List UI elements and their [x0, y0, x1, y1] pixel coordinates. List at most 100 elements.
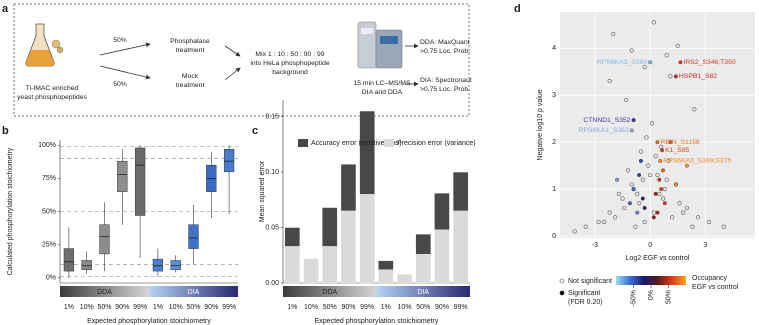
colorbar-tick-label: -50% — [630, 290, 637, 306]
point — [615, 177, 619, 182]
bar-segment — [415, 254, 431, 284]
point — [649, 121, 655, 126]
point — [607, 210, 612, 215]
instrument-icon — [357, 21, 403, 69]
x-tick-label: 90% — [204, 304, 218, 311]
point — [637, 173, 642, 177]
point — [648, 172, 653, 178]
y-tick-label: 100% — [38, 142, 56, 149]
point — [648, 60, 653, 65]
y-tick-label: 2 — [552, 139, 556, 146]
annotation: RPS6KA1_S363 — [578, 127, 628, 134]
point — [646, 163, 651, 168]
workflow: Ti-IMAC enriched yeast phosphopeptides 5… — [13, 3, 472, 117]
point — [635, 210, 640, 215]
point — [633, 224, 638, 229]
annotation: RBIN_S1158 — [661, 139, 700, 146]
box — [63, 248, 75, 272]
arrow — [99, 42, 151, 56]
point — [658, 158, 663, 163]
split-label: 50% — [113, 37, 127, 44]
annotation: HSPB1_S82 — [679, 73, 717, 80]
workflow-text: DIA and DDA — [362, 89, 403, 96]
workflow-text: yeast phosphopeptides — [17, 94, 88, 101]
box — [188, 224, 199, 249]
y-tick-label: 0.00 — [265, 280, 279, 287]
legend-swatch — [384, 139, 394, 147]
point — [637, 201, 642, 206]
workflow-text: into HeLa phosphopeptide — [250, 60, 330, 67]
annotation: CTNND1_S352 — [583, 117, 630, 124]
legend-label: Not significant — [568, 278, 612, 285]
y-tick-label: 4 — [552, 45, 556, 52]
x-tick-label: 0 — [648, 242, 652, 249]
colorbar-title: EGF vs control — [692, 284, 739, 291]
point — [622, 205, 627, 211]
point — [706, 219, 712, 225]
y-tick-label: 25% — [42, 241, 56, 248]
annotation: RPS6KA3_S369 — [597, 59, 647, 66]
point — [678, 60, 683, 65]
bar-segment — [340, 164, 357, 212]
point — [651, 215, 656, 220]
arrow — [224, 45, 241, 57]
y-tick-label: 1 — [552, 186, 556, 193]
point — [661, 168, 665, 173]
box — [170, 260, 181, 271]
x-tick-label: 10% — [304, 304, 318, 311]
x-axis-label: Expected phosphorylation stoichiometry — [87, 318, 211, 325]
legend-marker — [559, 290, 565, 296]
box — [81, 260, 92, 271]
x-tick-label: 99% — [360, 304, 374, 311]
group-label: DDA — [97, 289, 112, 296]
point — [625, 168, 631, 173]
point — [673, 182, 678, 187]
y-tick-label: 0 — [552, 233, 556, 240]
x-tick-label: 90% — [115, 304, 129, 311]
y-tick-label: 0.10 — [265, 169, 279, 176]
point — [629, 128, 634, 133]
y-tick-label: 0.05 — [265, 224, 279, 231]
point — [673, 74, 678, 79]
panel-label: c — [252, 125, 258, 137]
group-bar — [60, 286, 149, 297]
panel-label: d — [514, 3, 521, 15]
point — [642, 205, 647, 210]
y-tick-label: 3 — [552, 92, 556, 99]
legend-label: Significant — [568, 290, 600, 297]
legend-label: Accuracy error (positive bias) — [311, 140, 402, 147]
workflow-text: 15 min LC–MS/MS — [353, 80, 411, 87]
y-tick-label: 0% — [46, 275, 56, 282]
bar-segment — [359, 194, 375, 284]
x-tick-label: 50% — [97, 304, 111, 311]
y-axis-label: Mean squared error — [259, 160, 266, 222]
y-axis-label: Negative log10 p value — [537, 89, 544, 160]
group-label: DIA — [188, 289, 200, 296]
point — [690, 224, 695, 229]
point — [670, 215, 675, 220]
colorbar-tick-label: 0% — [648, 290, 655, 300]
workflow-text: >0.75 Loc. Prob. — [420, 86, 470, 93]
point — [675, 43, 680, 48]
x-tick-label: 1% — [64, 304, 74, 311]
colorbar-tick-label: 50% — [665, 290, 672, 304]
point — [640, 177, 645, 182]
box — [152, 258, 164, 272]
group-bar — [376, 286, 470, 297]
workflow-text: DIA: Spectronaut — [420, 77, 472, 84]
point — [677, 201, 682, 206]
x-tick-label: 99% — [133, 304, 147, 311]
point — [692, 107, 697, 112]
point — [653, 154, 658, 159]
bar-segment — [434, 193, 450, 230]
bar-segment — [303, 258, 319, 284]
x-tick-label: 10% — [169, 304, 183, 311]
x-tick-label: 3 — [703, 242, 707, 249]
point — [638, 158, 643, 163]
point — [629, 48, 634, 53]
bar-segment — [284, 246, 300, 284]
point — [627, 201, 632, 206]
bar-segment — [322, 207, 338, 247]
group-bar — [283, 286, 377, 297]
point — [620, 196, 625, 201]
